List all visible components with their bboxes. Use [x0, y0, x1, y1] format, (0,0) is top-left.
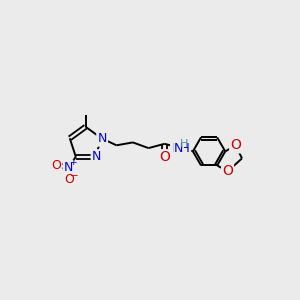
Text: N: N	[174, 142, 183, 154]
Text: −: −	[70, 171, 79, 181]
Text: O: O	[51, 159, 61, 172]
Text: O: O	[159, 150, 170, 164]
Text: H: H	[180, 139, 188, 149]
Text: +: +	[69, 158, 76, 167]
Text: O: O	[64, 173, 74, 186]
Text: N: N	[64, 160, 73, 174]
Text: O: O	[222, 164, 233, 178]
Text: N: N	[98, 133, 107, 146]
Text: O: O	[230, 138, 241, 152]
Text: N: N	[92, 150, 101, 164]
Text: NH: NH	[171, 142, 190, 154]
